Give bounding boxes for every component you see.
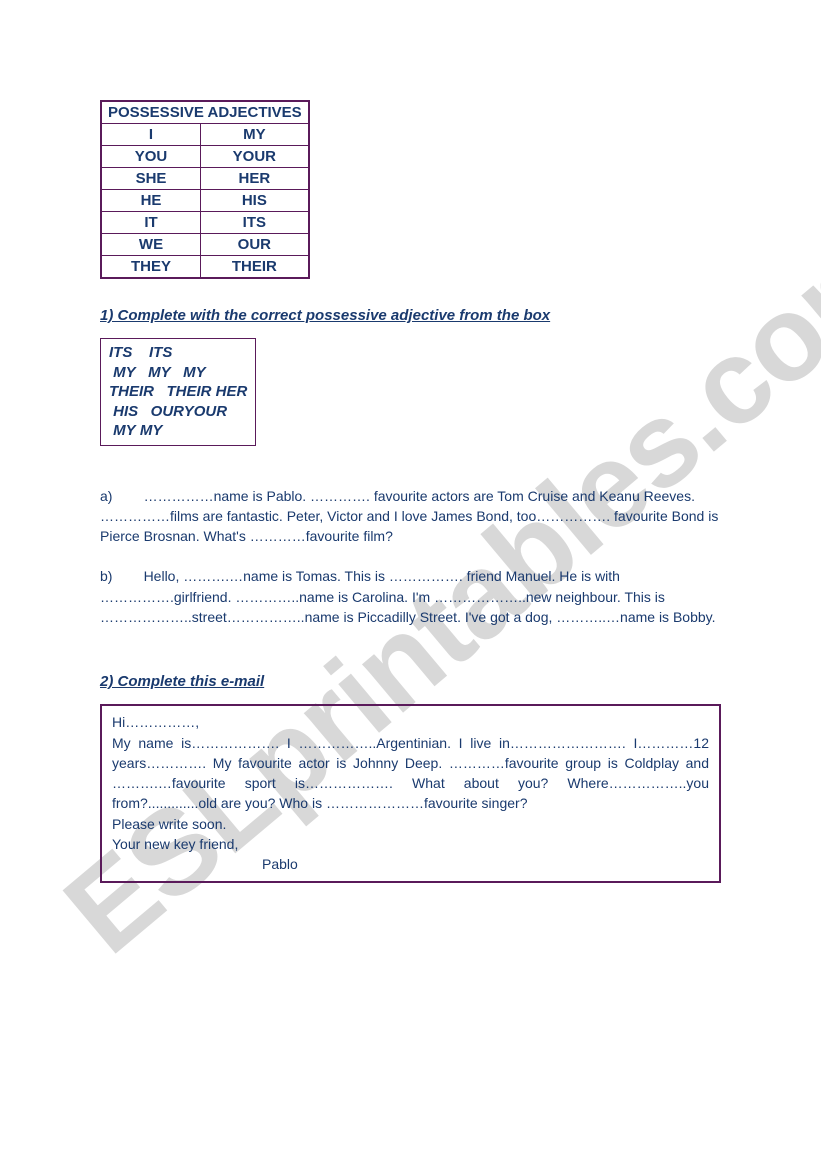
table-row: I MY bbox=[101, 124, 309, 146]
pronoun-cell: WE bbox=[101, 234, 201, 256]
table-row: YOU YOUR bbox=[101, 146, 309, 168]
worksheet-content: POSSESSIVE ADJECTIVES I MY YOU YOUR SHE … bbox=[100, 100, 721, 883]
word-bank-box: ITS ITS MY MY MY THEIR THEIR HER HIS OUR… bbox=[100, 338, 256, 446]
adjective-cell: ITS bbox=[201, 212, 309, 234]
exercise-1a-text: a) ……………name is Pablo. …………. favourite a… bbox=[100, 486, 721, 547]
word-bank-line: HIS OURYOUR bbox=[109, 402, 247, 422]
adjective-cell: THEIR bbox=[201, 256, 309, 279]
table-row: SHE HER bbox=[101, 168, 309, 190]
table-row: WE OUR bbox=[101, 234, 309, 256]
possessive-adjectives-table: POSSESSIVE ADJECTIVES I MY YOU YOUR SHE … bbox=[100, 100, 310, 279]
email-body: My name is………………. I ……………..Argentinian. … bbox=[112, 733, 709, 814]
table-row: HE HIS bbox=[101, 190, 309, 212]
pronoun-cell: SHE bbox=[101, 168, 201, 190]
exercise-1-instruction: 1) Complete with the correct possessive … bbox=[100, 307, 721, 324]
pronoun-cell: HE bbox=[101, 190, 201, 212]
pronoun-cell: YOU bbox=[101, 146, 201, 168]
adjective-cell: YOUR bbox=[201, 146, 309, 168]
table-row: THEY THEIR bbox=[101, 256, 309, 279]
email-closing-2: Your new key friend, bbox=[112, 834, 709, 854]
pronoun-cell: IT bbox=[101, 212, 201, 234]
email-box: Hi……………, My name is………………. I ……………..Arge… bbox=[100, 704, 721, 882]
table-header: POSSESSIVE ADJECTIVES bbox=[101, 101, 309, 124]
exercise-2-instruction: 2) Complete this e-mail bbox=[100, 673, 721, 690]
adjective-cell: MY bbox=[201, 124, 309, 146]
email-closing-1: Please write soon. bbox=[112, 814, 709, 834]
pronoun-cell: I bbox=[101, 124, 201, 146]
word-bank-line: MY MY bbox=[109, 421, 247, 441]
adjective-cell: HIS bbox=[201, 190, 309, 212]
exercise-1b-text: b) Hello, ……….…name is Tomas. This is ……… bbox=[100, 566, 721, 627]
adjective-cell: HER bbox=[201, 168, 309, 190]
table-row: IT ITS bbox=[101, 212, 309, 234]
adjective-cell: OUR bbox=[201, 234, 309, 256]
pronoun-cell: THEY bbox=[101, 256, 201, 279]
word-bank-line: MY MY MY bbox=[109, 363, 247, 383]
word-bank-line: THEIR THEIR HER bbox=[109, 382, 247, 402]
email-greeting: Hi……………, bbox=[112, 712, 709, 732]
email-signature: Pablo bbox=[262, 854, 709, 874]
word-bank-line: ITS ITS bbox=[109, 343, 247, 363]
